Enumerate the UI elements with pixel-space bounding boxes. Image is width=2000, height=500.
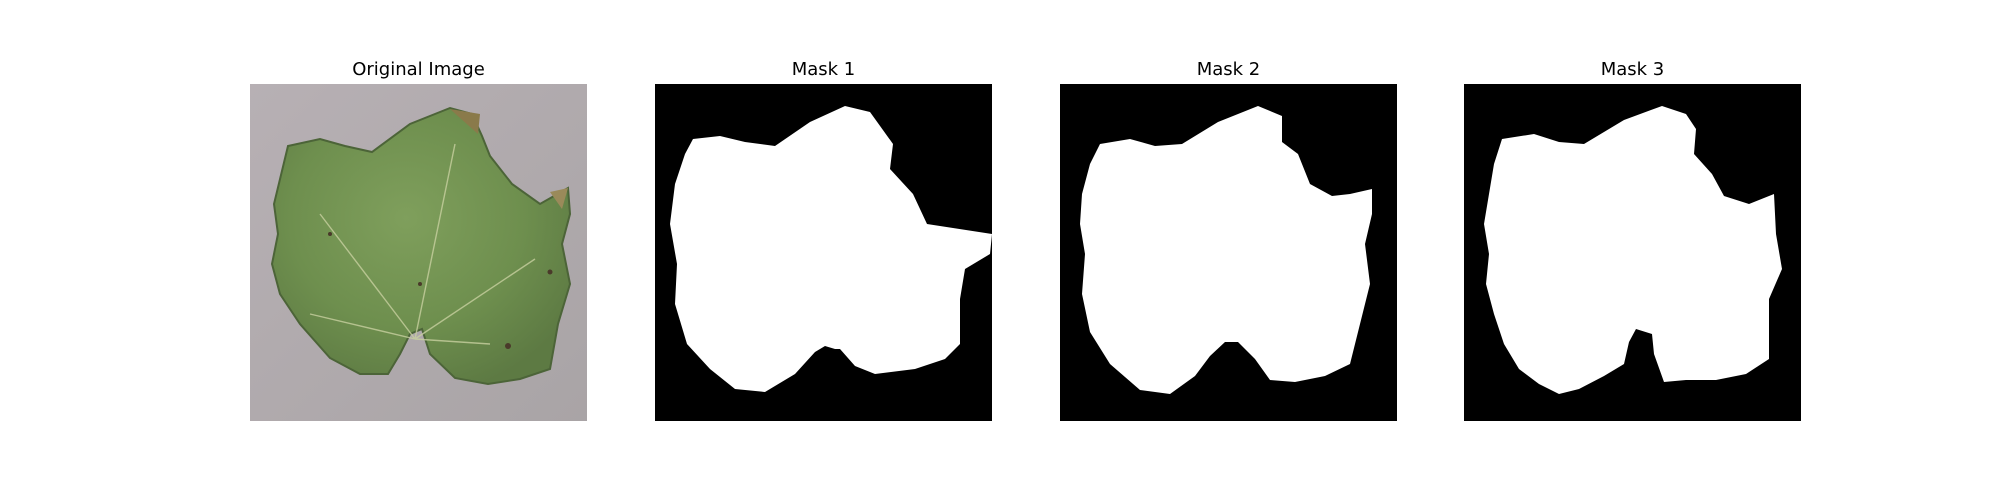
mask-1-image [655, 84, 992, 421]
panel-title: Mask 3 [1600, 59, 1665, 80]
mask-2-image [1060, 84, 1397, 421]
panel-title: Original Image [352, 59, 485, 80]
mask-3-image [1464, 84, 1801, 421]
panel-title: Mask 1 [791, 59, 856, 80]
panel-title: Mask 2 [1196, 59, 1261, 80]
original-image [250, 84, 587, 421]
